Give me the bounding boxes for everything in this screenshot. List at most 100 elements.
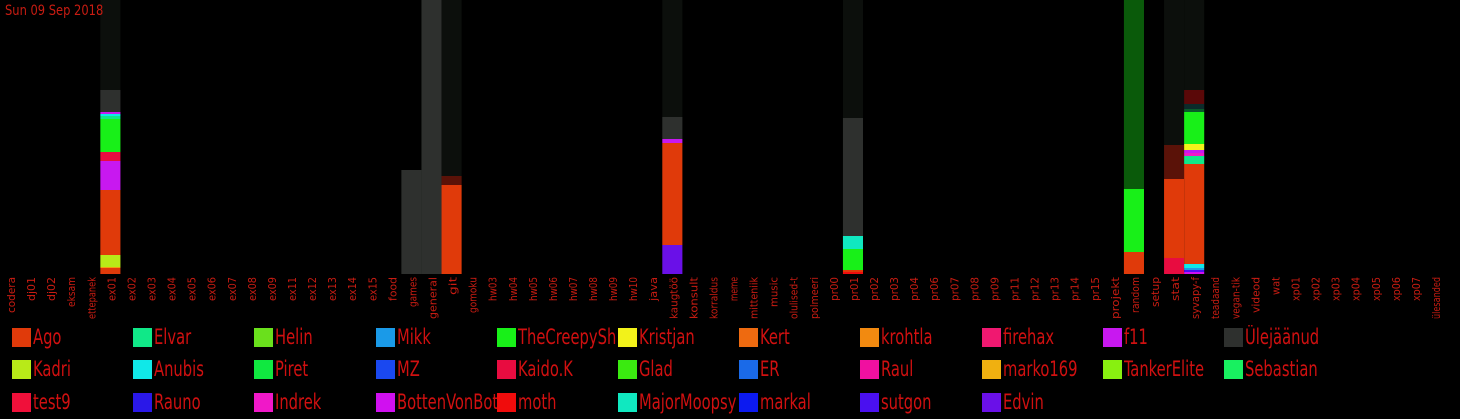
legend-item: Indrek <box>254 389 334 415</box>
legend-label: Kaido.K <box>517 357 573 381</box>
x-tick-label: xp03 <box>1330 277 1343 301</box>
legend-swatch <box>375 392 395 412</box>
x-tick-label: hw10 <box>627 277 640 301</box>
bar-segment-ex01-1 <box>100 267 121 268</box>
bar-segment-syvapy-f-9 <box>1184 112 1205 144</box>
bar-segment-syvapy-f-6 <box>1184 153 1205 156</box>
x-tick-label: ex04 <box>166 277 179 301</box>
bar-segment-pr01-0 <box>842 272 864 274</box>
x-tick-label: projekt <box>1109 276 1122 319</box>
x-tick-label: ex13 <box>326 277 339 301</box>
legend-swatch <box>860 327 880 347</box>
x-tick-label: java <box>647 277 660 302</box>
bar-segment-kaugtöö-1 <box>662 143 683 245</box>
legend-item: Anubis <box>133 356 218 382</box>
legend-item: Raul <box>860 356 922 382</box>
legend-item: BottenVonBot <box>375 389 527 415</box>
legend-swatch <box>981 392 1001 412</box>
legend-item: Kadri <box>12 356 82 382</box>
legend-swatch <box>739 392 759 412</box>
legend-item: Kert <box>739 324 798 350</box>
x-tick-label: xp06 <box>1390 277 1403 301</box>
x-tick-label: olulised-t <box>788 276 801 319</box>
bar-segment-kaugtöö-2 <box>662 139 683 143</box>
legend-label: f11 <box>1123 325 1148 349</box>
legend-swatch <box>860 359 880 379</box>
x-tick-label: kaugtöö <box>667 277 680 319</box>
x-tick-label: pr02 <box>868 277 881 301</box>
bar-segment-random-0 <box>1123 252 1144 274</box>
legend-swatch <box>981 359 1001 379</box>
bar-segment-syvapy-f-2 <box>1184 268 1205 270</box>
bar-segment-random-1 <box>1123 189 1144 252</box>
legend-item: marko169 <box>981 356 1099 382</box>
legend-item: Glad <box>618 356 682 382</box>
x-tick-label: general <box>426 277 439 319</box>
legend-item: Kristjan <box>618 324 710 350</box>
x-tick-label: ex09 <box>266 277 279 301</box>
x-tick-label: xp02 <box>1310 277 1323 301</box>
bar-segment-kaugtöö-0 <box>662 245 683 274</box>
legend-label: Rauno <box>154 390 201 414</box>
legend-label: Kadri <box>33 357 71 381</box>
legend-label: test9 <box>33 390 71 414</box>
legend-swatch <box>618 327 637 347</box>
x-tick-label: dj01 <box>25 277 38 301</box>
x-tick-label: xp04 <box>1350 277 1363 301</box>
legend-item: Sebastian <box>1224 356 1338 382</box>
stacked-bar-chart: codera dj01 dj02 eksam ettepanek ex01 ex02 ex03… <box>5 0 1443 319</box>
x-tick-label: pr09 <box>988 277 1001 301</box>
bar-segment-syvapy-f-0 <box>1184 272 1205 274</box>
legend-item: krohtla <box>860 324 947 350</box>
x-tick-label: videod <box>1249 277 1262 313</box>
legend-item: ER <box>739 356 785 382</box>
x-tick-label: ex05 <box>186 277 199 301</box>
bar-segment-ex01-8 <box>100 114 121 116</box>
legend-item: Mikk <box>375 324 440 350</box>
legend-swatch <box>12 327 31 347</box>
legend-swatch <box>496 392 516 412</box>
x-tick-label: eksam <box>65 277 78 307</box>
bar-segment-ex01-6 <box>100 119 121 152</box>
legend-item: firehax <box>981 324 1069 350</box>
legend-label: Piret <box>275 357 309 381</box>
legend-item: test9 <box>12 389 81 415</box>
legend-swatch <box>739 359 759 379</box>
legend-label: Kert <box>760 325 790 349</box>
legend-item: Piret <box>254 356 318 382</box>
bar-segment-stat-2 <box>1164 145 1185 179</box>
x-tick-label: pr15 <box>1089 277 1102 301</box>
x-tick-label: pr03 <box>888 277 901 301</box>
legend-item: Elvar <box>133 324 202 350</box>
bar-segment-games-0 <box>401 170 422 274</box>
legend-label: MajorMoopsy <box>639 390 737 414</box>
bar-segment-syvapy-f-12 <box>1184 90 1205 104</box>
bar-segment-syvapy-f-3 <box>1184 264 1205 268</box>
legend-item: Edvin <box>981 389 1055 415</box>
bar-segment-stat-1 <box>1164 179 1185 258</box>
legend-item: TheCreepySh <box>496 324 644 350</box>
x-tick-label: syvapy-f <box>1189 276 1202 319</box>
legend-label: Mikk <box>396 325 431 349</box>
x-tick-label: hw09 <box>607 277 620 301</box>
legend-label: TheCreepySh <box>517 325 617 349</box>
legend-item: markal <box>739 389 825 415</box>
bar-segment-ex01-2 <box>100 255 121 267</box>
legend: Ago Elvar Helin Mikk TheCreepySh Kristjan Kert… <box>0 322 1460 419</box>
legend-item: Kaido.K <box>496 356 588 382</box>
legend-swatch <box>860 392 880 412</box>
bar-segment-pr01-2 <box>842 249 864 270</box>
x-tick-label: codera <box>5 277 18 313</box>
legend-swatch <box>496 359 516 379</box>
legend-swatch <box>739 327 759 347</box>
x-tick-label: pr08 <box>968 277 981 301</box>
x-tick-label: random <box>1129 277 1142 313</box>
x-tick-label: ettepanek <box>85 277 98 319</box>
x-tick-label: meme <box>728 277 741 301</box>
bar-segment-random-2 <box>1123 0 1144 189</box>
x-tick-label: wat <box>1269 276 1282 295</box>
bar-segment-kaugtöö-3 <box>662 117 683 139</box>
x-tick-label: games <box>406 277 419 307</box>
legend-item: moth <box>496 389 567 415</box>
legend-label: MZ <box>396 357 420 381</box>
